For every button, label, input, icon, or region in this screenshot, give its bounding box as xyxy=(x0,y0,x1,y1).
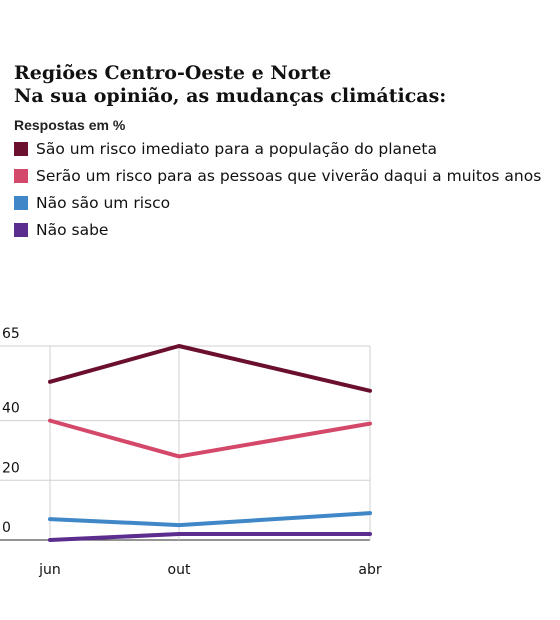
x-tick-label: out xyxy=(168,562,191,578)
legend-label: São um risco imediato para a população d… xyxy=(36,140,437,158)
x-tick-label: jun xyxy=(38,562,61,578)
y-tick-label: 65 xyxy=(2,326,20,342)
legend-swatch xyxy=(14,169,28,183)
legend: São um risco imediato para a população d… xyxy=(14,138,550,241)
x-tick-label: abr xyxy=(358,562,381,578)
chart-title: Regiões Centro-Oeste e Norte Na sua opin… xyxy=(14,62,550,108)
series-line xyxy=(48,344,372,393)
y-tick-label: 20 xyxy=(2,460,20,476)
chart-subtitle: Respostas em % xyxy=(14,117,126,133)
series-line xyxy=(48,511,372,528)
legend-label: Não sabe xyxy=(36,221,109,239)
series-line xyxy=(48,532,372,542)
legend-label: Serão um risco para as pessoas que viver… xyxy=(36,167,542,185)
y-tick-label: 0 xyxy=(2,520,11,536)
y-tick-label: 40 xyxy=(2,401,20,417)
legend-item: São um risco imediato para a população d… xyxy=(14,138,550,160)
legend-swatch xyxy=(14,196,28,210)
legend-label: Não são um risco xyxy=(36,194,171,212)
legend-item: Não são um risco xyxy=(14,192,550,214)
title-line-1: Regiões Centro-Oeste e Norte xyxy=(14,62,332,84)
chart-header: Regiões Centro-Oeste e Norte Na sua opin… xyxy=(14,62,550,246)
legend-swatch xyxy=(14,223,28,237)
legend-swatch xyxy=(14,142,28,156)
legend-item: Não sabe xyxy=(14,219,550,241)
line-chart: 0 20 40 65 jun out abr xyxy=(0,326,382,578)
title-line-2: Na sua opinião, as mudanças climáticas: xyxy=(14,85,447,107)
series-line xyxy=(48,418,372,459)
legend-item: Serão um risco para as pessoas que viver… xyxy=(14,165,550,187)
